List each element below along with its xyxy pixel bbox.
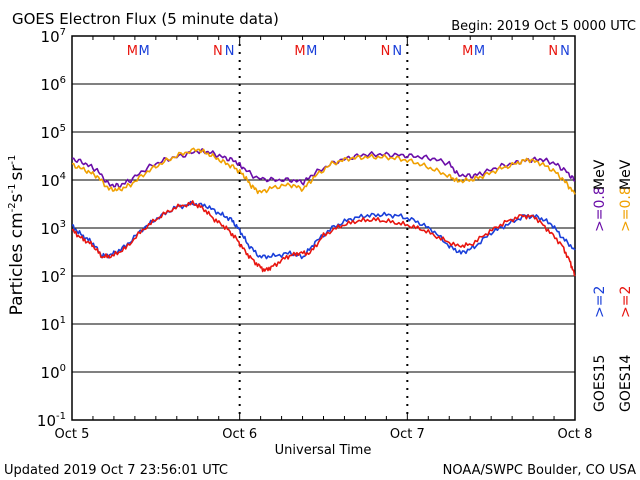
y-tick-base-1: 10 (41, 76, 60, 94)
y-tick-exp-0: 7 (60, 27, 66, 38)
marker-m-5: M (306, 44, 317, 59)
x-tick-labels: Oct 5 Oct 6 Oct 7 Oct 8 (55, 427, 593, 442)
y-tick-base-3: 10 (41, 172, 60, 190)
y-axis-title-exp1: -2 (7, 202, 18, 212)
y-tick-label-3: 104 (41, 171, 66, 190)
marker-n-11: N (560, 44, 570, 59)
chart-title: GOES Electron Flux (5 minute data) (12, 10, 279, 28)
x-tick-label-0: Oct 5 (55, 427, 90, 442)
y-tick-base-0: 10 (41, 28, 60, 46)
y-tick-base-4: 10 (41, 220, 60, 238)
y-tick-label-2: 105 (41, 123, 66, 142)
marker-m-9: M (474, 44, 485, 59)
marker-n-10: N (548, 44, 558, 59)
y-axis-title: Particles cm-2s-1sr-1 (7, 155, 27, 316)
marker-n-7: N (392, 44, 402, 59)
legend-unit-1: MeV (592, 159, 608, 190)
y-axis-title-exp2: -1 (7, 184, 18, 194)
credit-label: NOAA/SWPC Boulder, CO USA (443, 463, 636, 478)
y-tick-label-6: 101 (41, 315, 66, 334)
x-tick-label-3: Oct 8 (558, 427, 593, 442)
legend: GOES15 GOES14 >=2 >=2 >=0.8 >=0.8 MeV Me… (592, 159, 634, 412)
y-tick-exp-1: 6 (60, 75, 66, 86)
x-axis-title: Universal Time (275, 443, 372, 458)
y-tick-label-8: 10-1 (37, 411, 66, 430)
y-tick-label-1: 106 (41, 75, 66, 94)
marker-m-8: M (462, 44, 473, 59)
legend-goes15-label: GOES15 (592, 355, 608, 412)
marker-m-4: M (294, 44, 305, 59)
y-tick-exp-3: 4 (60, 171, 66, 182)
legend-goes15-2mev: >=2 (592, 286, 608, 318)
x-tick-label-1: Oct 6 (222, 427, 257, 442)
marker-m-1: M (138, 44, 149, 59)
legend-goes14-label: GOES14 (618, 354, 634, 412)
legend-goes14-2mev: >=2 (618, 286, 634, 318)
marker-n-2: N (213, 44, 223, 59)
y-tick-label-4: 103 (41, 219, 66, 238)
y-tick-label-0: 107 (41, 27, 66, 46)
legend-goes14-08mev: >=0.8 (618, 186, 634, 232)
x-tick-label-2: Oct 7 (390, 427, 425, 442)
y-tick-exp-8: -1 (56, 411, 66, 422)
y-tick-exp-2: 5 (60, 123, 66, 134)
y-axis-title-mid2: sr (7, 165, 27, 181)
y-tick-exp-4: 3 (60, 219, 66, 230)
legend-goes15-08mev: >=0.8 (592, 186, 608, 232)
y-tick-label-5: 102 (41, 267, 66, 286)
y-axis-title-mid1: s (7, 193, 27, 202)
y-tick-label-7: 100 (41, 363, 66, 382)
series-line-3 (71, 200, 576, 277)
begin-label: Begin: 2019 Oct 5 0000 UTC (451, 19, 636, 34)
y-tick-exp-5: 2 (60, 267, 66, 278)
y-axis-title-exp3: -1 (7, 155, 18, 165)
legend-unit-2: MeV (618, 159, 634, 190)
y-tick-base-2: 10 (41, 124, 60, 142)
series-line-1 (72, 147, 576, 195)
series-layer (71, 147, 576, 277)
marker-n-3: N (225, 44, 235, 59)
y-tick-base-8: 10 (37, 412, 56, 430)
y-tick-base-5: 10 (41, 268, 60, 286)
y-tick-base-6: 10 (41, 316, 60, 334)
series-line-2 (72, 200, 576, 260)
y-tick-exp-6: 1 (60, 315, 66, 326)
y-tick-exp-7: 0 (60, 363, 66, 374)
y-axis-title-prefix: Particles cm (7, 212, 27, 315)
updated-timestamp: Updated 2019 Oct 7 23:56:01 UTC (4, 463, 228, 478)
y-tick-base-7: 10 (41, 364, 60, 382)
marker-m-0: M (127, 44, 138, 59)
marker-n-6: N (381, 44, 391, 59)
